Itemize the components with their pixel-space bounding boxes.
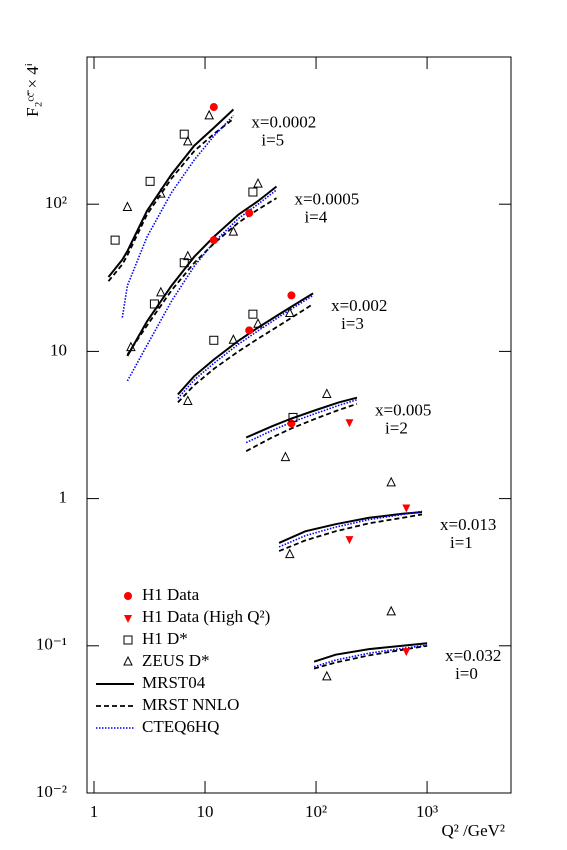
data-point xyxy=(253,318,263,328)
x-axis-label: Q² /GeV² xyxy=(441,821,505,840)
model-curve xyxy=(245,398,358,444)
legend-label: ZEUS D* xyxy=(142,651,210,670)
data-point xyxy=(228,226,239,236)
data-point xyxy=(402,648,411,657)
y-axis-label: F₂ᶜᶜ̄ × 4ⁱ xyxy=(23,63,42,117)
data-point xyxy=(248,309,258,319)
bin-label: x=0.005 xyxy=(375,401,431,420)
bin-label: x=0.002 xyxy=(331,296,387,315)
model-curve xyxy=(313,644,428,670)
data-point xyxy=(345,536,354,545)
model-curve xyxy=(126,197,277,356)
x-tick-label: 10³ xyxy=(416,802,438,821)
legend-label: CTEQ6HQ xyxy=(142,717,219,736)
data-point xyxy=(284,307,295,317)
bin-label: x=0.0005 xyxy=(294,189,359,208)
legend-label: MRST04 xyxy=(142,673,206,692)
model-curve xyxy=(107,118,234,282)
legend-label: MRST NNLO xyxy=(142,695,239,714)
data-point xyxy=(110,235,120,245)
legend-label: H1 D* xyxy=(142,629,188,648)
model-curve xyxy=(126,185,278,357)
bin-index-label: i=5 xyxy=(261,130,284,149)
legend-marker xyxy=(124,615,132,623)
bin-label: x=0.032 xyxy=(445,646,501,665)
data-point xyxy=(183,250,193,261)
data-point xyxy=(386,476,396,487)
y-tick-label: 10⁻¹ xyxy=(36,635,67,654)
model-curve xyxy=(177,294,314,399)
model-curve xyxy=(177,292,314,396)
data-point xyxy=(122,201,133,211)
y-tick-label: 1 xyxy=(59,488,68,507)
y-tick-label: 10⁻² xyxy=(36,782,67,801)
data-point xyxy=(209,103,218,112)
data-point xyxy=(228,334,239,344)
legend-marker xyxy=(123,655,133,666)
data-point xyxy=(209,236,218,245)
model-curve xyxy=(278,513,423,552)
y-tick-label: 10 xyxy=(50,340,67,359)
model-curve xyxy=(313,642,428,663)
data-point xyxy=(145,176,155,186)
bin-index-label: i=4 xyxy=(304,207,327,226)
data-point xyxy=(321,670,332,681)
legend-label: H1 Data (High Q²) xyxy=(142,607,270,626)
data-point xyxy=(245,326,254,335)
legend-marker xyxy=(124,592,132,600)
data-point xyxy=(183,395,193,405)
legend-marker xyxy=(123,635,133,645)
y-tick-label: 10² xyxy=(45,193,67,212)
bin-index-label: i=0 xyxy=(455,664,478,683)
data-point xyxy=(253,177,263,188)
data-point xyxy=(156,188,166,198)
data-point xyxy=(345,419,354,428)
data-point xyxy=(402,504,411,513)
plot-frame xyxy=(86,56,512,794)
model-curve xyxy=(121,115,234,318)
data-point xyxy=(284,548,295,559)
data-point xyxy=(179,129,189,139)
data-point xyxy=(245,209,254,218)
data-point xyxy=(280,451,291,462)
data-point xyxy=(126,341,136,352)
bin-label: x=0.0002 xyxy=(251,112,316,131)
legend-label: H1 Data xyxy=(142,585,200,604)
model-curve xyxy=(278,511,423,544)
x-tick-label: 10 xyxy=(197,802,214,821)
model-curve xyxy=(177,303,314,404)
data-point xyxy=(183,135,193,146)
data-point xyxy=(287,291,296,300)
data-point xyxy=(156,286,166,297)
data-point xyxy=(386,605,396,616)
data-point xyxy=(321,388,332,398)
bin-index-label: i=1 xyxy=(450,533,473,552)
x-tick-label: 1 xyxy=(90,802,99,821)
data-point xyxy=(204,109,214,120)
model-curve xyxy=(313,644,428,668)
bin-index-label: i=3 xyxy=(341,314,364,333)
bin-label: x=0.013 xyxy=(440,515,496,534)
data-point xyxy=(288,412,298,422)
data-point xyxy=(248,187,258,197)
bin-index-label: i=2 xyxy=(385,419,408,438)
model-curve xyxy=(245,396,358,439)
model-curve xyxy=(126,189,277,382)
data-point xyxy=(209,335,219,345)
data-point xyxy=(149,299,159,309)
x-tick-label: 10² xyxy=(305,802,327,821)
model-curve xyxy=(245,403,358,452)
